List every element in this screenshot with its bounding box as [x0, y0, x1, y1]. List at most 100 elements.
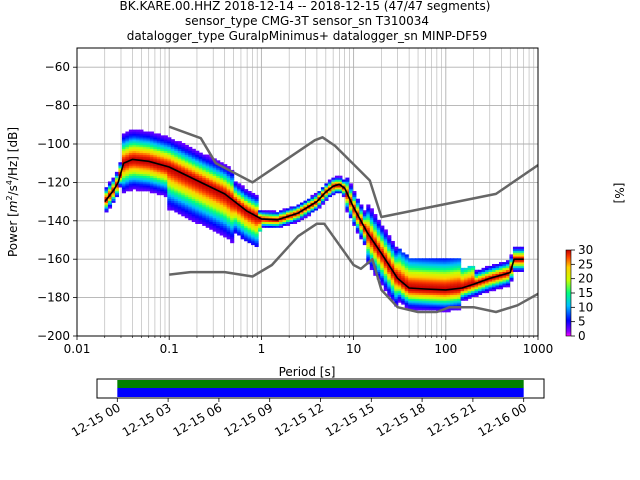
heatmap-cell: [471, 292, 476, 296]
heatmap-cell: [149, 175, 154, 178]
heatmap-cell: [415, 283, 420, 286]
heatmap-cell: [443, 304, 448, 307]
heatmap-cell: [481, 290, 486, 294]
heatmap-cell: [219, 168, 224, 171]
heatmap-cell: [397, 254, 402, 257]
heatmap-cell: [188, 169, 193, 173]
heatmap-cell: [481, 281, 486, 284]
heatmap-cell: [132, 133, 137, 136]
heatmap-cell: [219, 171, 224, 175]
heatmap-cell: [341, 192, 346, 196]
heatmap-cell: [366, 229, 371, 232]
heatmap-cell: [408, 300, 413, 303]
heatmap-cell: [390, 248, 395, 251]
heatmap-cell: [132, 152, 137, 155]
heatmap-cell: [212, 177, 217, 180]
heatmap-cell: [167, 187, 172, 190]
heatmap-cell: [397, 275, 402, 278]
heatmap-cell: [369, 233, 374, 236]
heatmap-cell: [418, 308, 423, 311]
heatmap-cell: [310, 200, 315, 203]
heatmap-cell: [184, 144, 189, 148]
heatmap-cell: [411, 290, 416, 294]
heatmap-cell: [163, 146, 168, 150]
heatmap-cell: [418, 264, 423, 267]
heatmap-cell: [146, 156, 151, 159]
noise-model-lines: [168, 125, 538, 314]
heatmap-cell: [471, 288, 476, 292]
heatmap-cell: [240, 212, 245, 215]
heatmap-cell: [519, 265, 525, 269]
heatmap-cell: [387, 267, 392, 271]
heatmap-cell: [209, 192, 214, 196]
heatmap-cell: [230, 192, 235, 196]
heatmap-cell: [460, 279, 465, 282]
heatmap-cell: [212, 194, 217, 198]
heatmap-cell: [512, 254, 518, 257]
heatmap-cell: [446, 269, 451, 272]
heatmap-cell: [369, 212, 374, 215]
heatmap-cell: [121, 154, 126, 157]
heatmap-cell: [146, 131, 151, 134]
heatmap-cell: [439, 294, 444, 297]
heatmap-cell: [163, 148, 168, 152]
heatmap-cell: [202, 177, 207, 180]
heatmap-cell: [387, 287, 392, 290]
heatmap-cell: [481, 271, 486, 274]
heatmap-cell: [366, 219, 371, 223]
heatmap-cell: [191, 210, 196, 213]
heatmap-cell: [177, 200, 182, 203]
heatmap-cell: [457, 281, 462, 284]
heatmap-cell: [422, 269, 427, 272]
heatmap-cell: [191, 214, 196, 217]
heatmap-cell: [195, 219, 200, 223]
heatmap-cell: [457, 300, 462, 303]
heatmap-cell: [153, 133, 158, 136]
heatmap-cell: [467, 277, 472, 280]
heatmap-cell: [181, 177, 186, 180]
heatmap-cell: [327, 191, 332, 194]
heatmap-cell: [191, 166, 196, 169]
heatmap-cell: [188, 146, 193, 150]
heatmap-cell: [415, 302, 420, 305]
heatmap-cell: [174, 187, 179, 190]
heatmap-cell: [362, 214, 367, 217]
heatmap-cell: [369, 244, 374, 248]
heatmap-cell: [401, 258, 406, 261]
heatmap-cell: [488, 275, 493, 278]
heatmap-cell: [121, 133, 126, 136]
heatmap-cell: [303, 210, 308, 213]
heatmap-cell: [408, 267, 413, 271]
heatmap-cell: [163, 143, 168, 146]
heatmap-cell: [422, 281, 427, 284]
heatmap-cell: [163, 189, 168, 192]
heatmap-cell: [160, 183, 165, 186]
heatmap-cell: [226, 219, 231, 223]
heatmap-cell: [125, 156, 130, 159]
heatmap-cell: [492, 281, 497, 284]
heatmap-cell: [443, 285, 448, 288]
heatmap-cell: [177, 206, 182, 209]
heatmap-cell: [184, 187, 189, 190]
heatmap-cell: [387, 294, 392, 297]
heatmap-cell: [488, 285, 493, 288]
heatmap-cell: [457, 264, 462, 267]
heatmap-cell: [226, 216, 231, 219]
heatmap-cell: [177, 194, 182, 198]
heatmap-cell: [359, 229, 364, 232]
heatmap-cell: [163, 175, 168, 178]
heatmap-cell: [425, 273, 430, 276]
heatmap-cell: [167, 143, 172, 146]
heatmap-cell: [149, 173, 154, 176]
heatmap-cell: [251, 221, 256, 224]
heatmap-cell: [286, 208, 291, 211]
heatmap-cell: [373, 227, 378, 230]
heatmap-cell: [362, 235, 367, 238]
heatmap-cell: [233, 216, 238, 219]
heatmap-cell: [177, 191, 182, 194]
heatmap-cell: [380, 225, 385, 228]
heatmap-cell: [369, 217, 374, 221]
heatmap-cell: [181, 208, 186, 211]
heatmap-cell: [254, 217, 259, 221]
heatmap-cell: [251, 198, 256, 201]
